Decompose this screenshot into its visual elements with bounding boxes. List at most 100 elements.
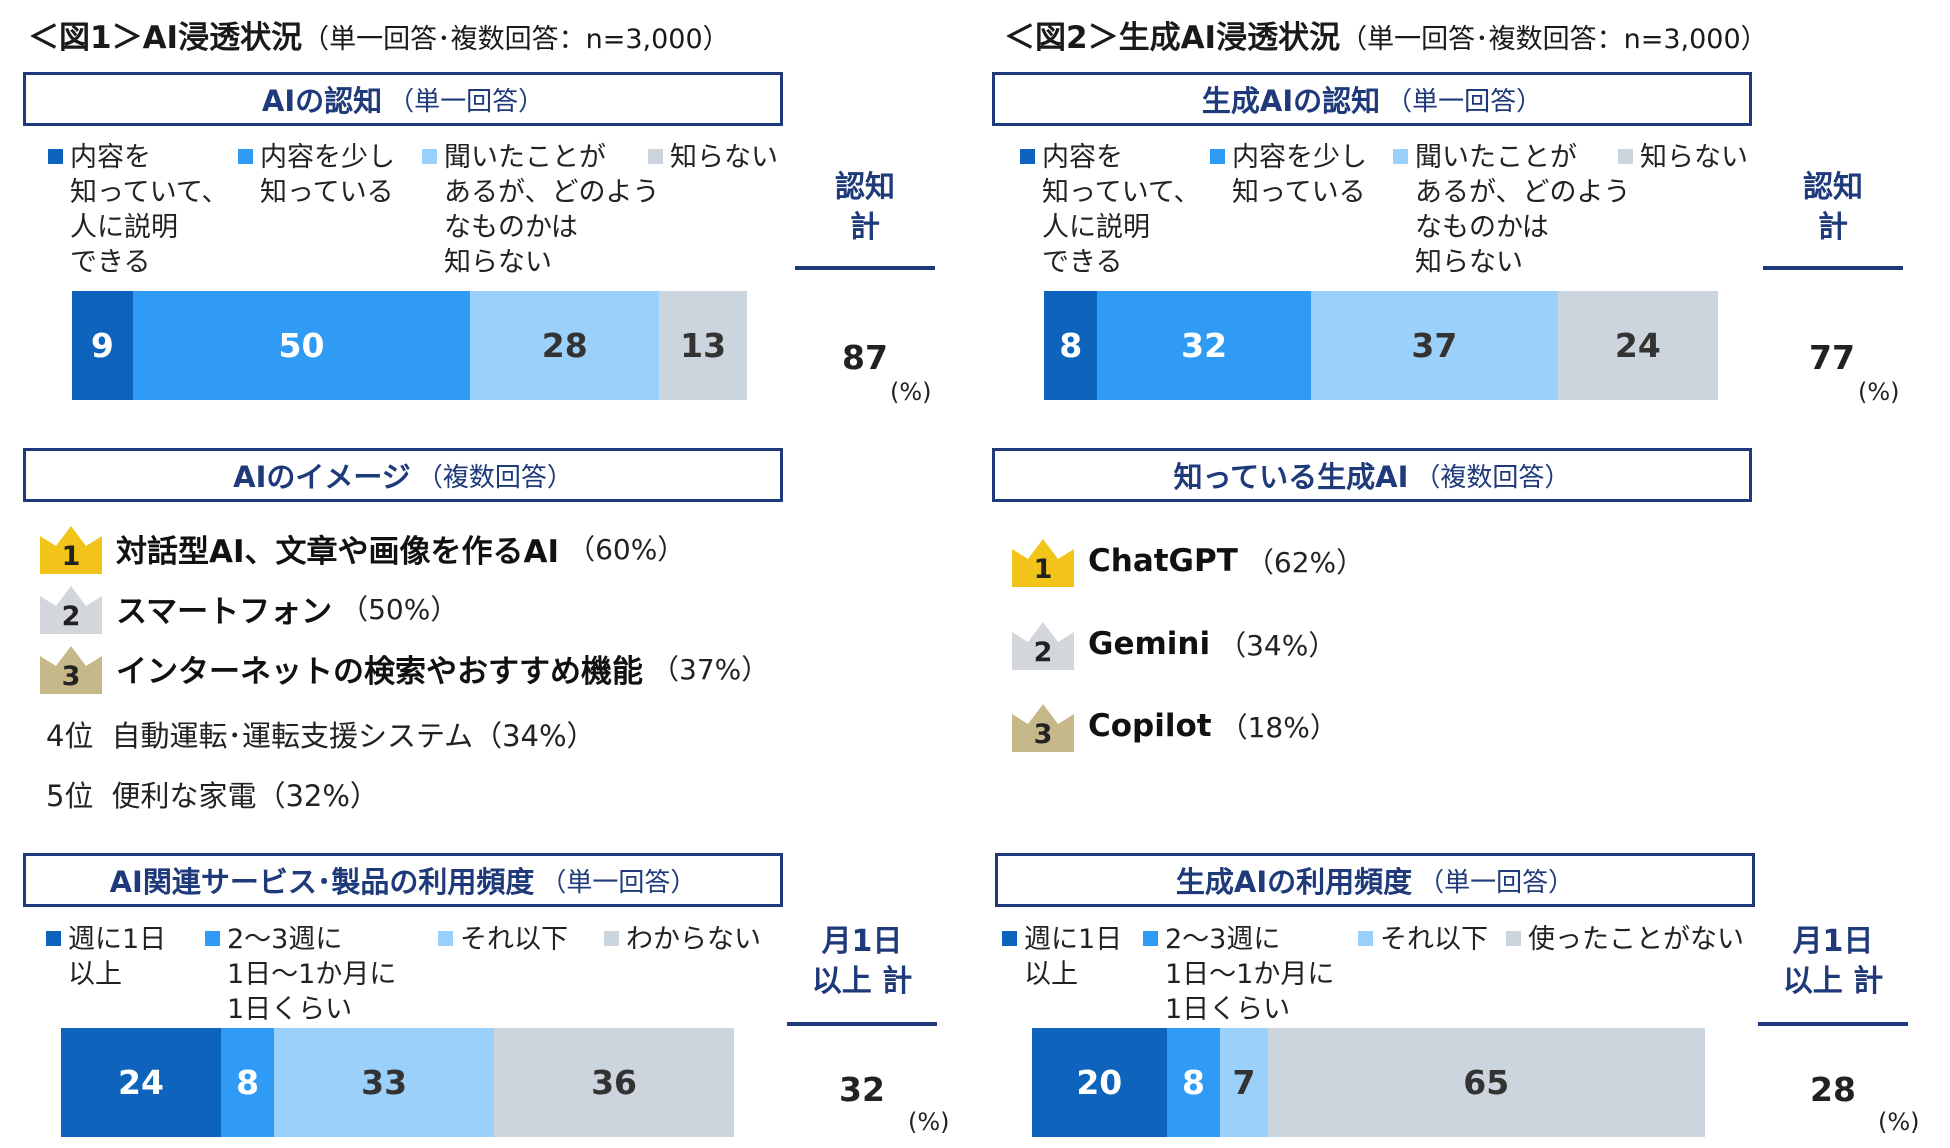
section-title: AIのイメージ bbox=[233, 460, 411, 494]
bronze-crown-icon: 3 bbox=[38, 642, 104, 694]
total-value: 77 bbox=[1809, 338, 1855, 377]
legend-label: 内容を 知っていて、 人に説明 できる bbox=[70, 142, 229, 278]
section-note: （単一回答） bbox=[1418, 867, 1575, 898]
bronze-crown-icon: 3 bbox=[1010, 700, 1076, 752]
ranking-item-2: 2 Gemini （34%） bbox=[1010, 618, 1336, 670]
total-rule bbox=[795, 266, 935, 270]
legend-item: 知らない bbox=[1618, 140, 1748, 175]
legend-item: 週に1日 以上 bbox=[1002, 922, 1122, 992]
rank-position: 4位 bbox=[46, 719, 94, 753]
legend-label: わからない bbox=[626, 924, 761, 955]
fig1-awareness-header: AIの認知 （単一回答） bbox=[23, 72, 783, 126]
legend-item: 2～3週に 1日～1か月に 1日くらい bbox=[1143, 922, 1334, 1027]
rank-number: 2 bbox=[1033, 637, 1053, 668]
bar-segment: 32 bbox=[1097, 291, 1311, 400]
silver-crown-icon: 2 bbox=[1010, 618, 1076, 670]
section-note: （複数回答） bbox=[416, 462, 573, 493]
ranking-label: 対話型AI、文章や画像を作るAI bbox=[116, 533, 560, 570]
ranking-percent: （37%） bbox=[651, 653, 770, 686]
silver-crown-icon: 2 bbox=[38, 582, 104, 634]
data-label: 20 bbox=[1076, 1063, 1123, 1102]
legend-swatch bbox=[1393, 149, 1408, 164]
section-note: （単一回答） bbox=[540, 867, 697, 898]
fig1-image-header: AIのイメージ （複数回答） bbox=[23, 448, 783, 502]
fig1-title-text: ＜図1＞AI浸透状況 bbox=[28, 20, 303, 56]
total-header: 認知 計 bbox=[1803, 170, 1863, 245]
ranking-item-1: 1 対話型AI、文章や画像を作るAI （60%） bbox=[38, 522, 685, 574]
fig2-title: ＜図2＞生成AI浸透状況（単一回答･複数回答：n=3,000） bbox=[1004, 12, 1768, 57]
ranking-percent: （62%） bbox=[1245, 546, 1365, 579]
ranking-label: 便利な家電（32%） bbox=[111, 779, 379, 813]
total-value: 32 bbox=[839, 1070, 885, 1109]
data-label: 37 bbox=[1411, 326, 1458, 365]
legend-swatch bbox=[604, 931, 619, 946]
gold-crown-icon: 1 bbox=[1010, 535, 1076, 587]
bar-segment: 24 bbox=[1557, 291, 1718, 400]
total-header: 月1日 以上 計 bbox=[811, 924, 913, 999]
legend-item: 聞いたことが あるが、どのよう なものかは 知らない bbox=[422, 140, 659, 280]
bar-segment: 37 bbox=[1310, 291, 1558, 400]
section-note: （単一回答） bbox=[1386, 86, 1543, 117]
total-rule bbox=[1763, 266, 1903, 270]
rank-number: 1 bbox=[61, 541, 81, 572]
legend-label: 週に1日 以上 bbox=[1024, 924, 1123, 990]
stacked-bar: 20 8 7 65 bbox=[1032, 1028, 1705, 1137]
ranking-item-1: 1 ChatGPT （62%） bbox=[1010, 535, 1364, 587]
legend-item: 2～3週に 1日～1か月に 1日くらい bbox=[205, 922, 396, 1027]
bar-segment: 8 bbox=[1044, 291, 1098, 400]
legend-swatch bbox=[205, 931, 220, 946]
legend-swatch bbox=[1002, 931, 1017, 946]
legend-swatch bbox=[422, 149, 437, 164]
data-label: 9 bbox=[90, 326, 114, 365]
total-value: 28 bbox=[1810, 1070, 1856, 1109]
bar-segment: 7 bbox=[1220, 1028, 1268, 1137]
data-label: 8 bbox=[1059, 326, 1083, 365]
data-label: 24 bbox=[1614, 326, 1661, 365]
section-title: AIの認知 bbox=[261, 84, 383, 118]
data-label: 65 bbox=[1463, 1063, 1510, 1102]
ranking-label: インターネットの検索やおすすめ機能 bbox=[116, 653, 643, 690]
bar-segment: 9 bbox=[72, 291, 133, 400]
legend-item: それ以下 bbox=[438, 922, 568, 957]
bar-segment: 65 bbox=[1267, 1028, 1705, 1137]
total-header: 月1日 以上 計 bbox=[1782, 924, 1884, 999]
legend-item: 週に1日 以上 bbox=[46, 922, 166, 992]
legend-swatch bbox=[46, 931, 61, 946]
legend-swatch bbox=[48, 149, 63, 164]
section-title: 生成AIの認知 bbox=[1201, 84, 1381, 118]
legend-item: 内容を少し 知っている bbox=[238, 140, 395, 210]
ranking-label: Gemini bbox=[1088, 626, 1211, 662]
stacked-bar: 8 32 37 24 bbox=[1044, 291, 1718, 400]
ranking-label: Copilot bbox=[1088, 708, 1212, 744]
fig1-usage-header: AI関連サービス･製品の利用頻度 （単一回答） bbox=[23, 853, 783, 907]
data-label: 8 bbox=[1182, 1063, 1205, 1102]
legend-item: わからない bbox=[604, 922, 761, 957]
ranking-item-3: 3 Copilot （18%） bbox=[1010, 700, 1338, 752]
data-label: 50 bbox=[278, 326, 325, 365]
data-label: 32 bbox=[1181, 326, 1228, 365]
gold-crown-icon: 1 bbox=[38, 522, 104, 574]
fig2-known-header: 知っている生成AI （複数回答） bbox=[992, 448, 1752, 502]
legend-label: 使ったことがない bbox=[1528, 924, 1744, 955]
bar-segment: 36 bbox=[494, 1028, 734, 1137]
fig2-title-text: ＜図2＞生成AI浸透状況 bbox=[1004, 20, 1341, 56]
legend-label: 知らない bbox=[1640, 142, 1748, 173]
legend-label: 聞いたことが あるが、どのよう なものかは 知らない bbox=[444, 142, 660, 278]
fig1-subtitle: （単一回答･複数回答：n=3,000） bbox=[302, 24, 730, 55]
legend-item: それ以下 bbox=[1358, 922, 1488, 957]
data-label: 8 bbox=[236, 1063, 260, 1102]
legend-label: 聞いたことが あるが、どのよう なものかは 知らない bbox=[1415, 142, 1631, 278]
rank-number: 3 bbox=[1033, 719, 1053, 750]
legend-swatch bbox=[648, 149, 663, 164]
legend-label: それ以下 bbox=[1380, 924, 1488, 955]
bar-segment: 13 bbox=[659, 291, 747, 400]
fig2-awareness-header: 生成AIの認知 （単一回答） bbox=[992, 72, 1752, 126]
legend-swatch bbox=[438, 931, 453, 946]
legend-label: 内容を少し 知っている bbox=[1232, 142, 1367, 208]
ranking-percent: （34%） bbox=[1218, 629, 1337, 662]
legend-label: 2～3週に 1日～1か月に 1日くらい bbox=[227, 924, 397, 1025]
bar-segment: 33 bbox=[274, 1028, 495, 1137]
data-label: 7 bbox=[1232, 1063, 1256, 1102]
bar-segment: 24 bbox=[61, 1028, 221, 1137]
legend-swatch bbox=[1020, 149, 1035, 164]
